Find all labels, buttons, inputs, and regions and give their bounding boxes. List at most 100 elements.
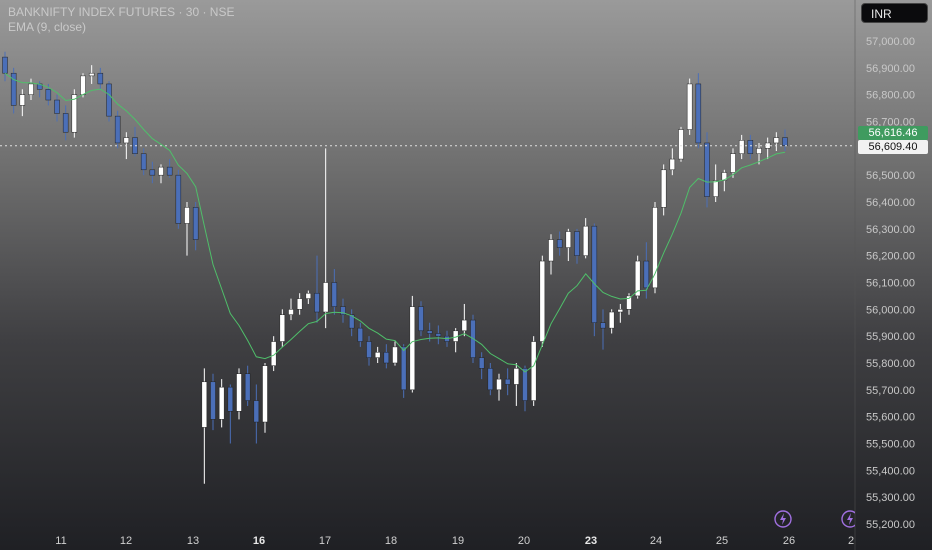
candle-body xyxy=(227,386,234,412)
candle-body xyxy=(409,306,416,391)
candle-body xyxy=(712,180,719,197)
candle-body xyxy=(747,140,754,154)
candle-body xyxy=(88,72,95,77)
time-tick-label: 2 xyxy=(848,535,854,547)
chart-legend: BANKNIFTY INDEX FUTURES · 30 · NSE EMA (… xyxy=(8,5,234,35)
candle-body xyxy=(192,207,199,240)
time-tick-label: 19 xyxy=(452,535,464,547)
price-tick-label: 56,800.00 xyxy=(866,90,915,102)
candle-body xyxy=(54,99,60,114)
candle-body xyxy=(184,207,190,224)
candle-body xyxy=(600,322,606,329)
candle-body xyxy=(340,306,346,315)
price-tick-label: 56,300.00 xyxy=(866,224,915,236)
candle-body xyxy=(314,292,320,313)
price-tick-label: 56,500.00 xyxy=(866,170,915,182)
price-tick-label: 55,300.00 xyxy=(866,492,915,504)
price-tick-label: 56,700.00 xyxy=(866,117,915,129)
candle-body xyxy=(652,207,658,289)
candle-body xyxy=(617,309,624,313)
candle-body xyxy=(626,295,632,310)
time-tick-label: 13 xyxy=(187,535,199,547)
price-tick-label: 55,700.00 xyxy=(866,385,915,397)
candle-body xyxy=(383,352,390,364)
candle-body xyxy=(140,153,147,171)
candle-body xyxy=(45,89,52,101)
candle-body xyxy=(539,260,546,342)
candle-body xyxy=(582,225,589,256)
candle-body xyxy=(374,352,381,358)
price-tick-label: 55,600.00 xyxy=(866,412,915,424)
candle-body xyxy=(721,172,728,181)
candle-body xyxy=(10,72,17,106)
candle-body xyxy=(218,386,225,420)
candle-body xyxy=(669,158,676,171)
time-tick-label: 23 xyxy=(585,535,597,547)
candle-body xyxy=(591,225,598,323)
lightning-icon-secondary[interactable] xyxy=(840,509,855,529)
candle-body xyxy=(357,327,364,342)
symbol-title[interactable]: BANKNIFTY INDEX FUTURES · 30 · NSE xyxy=(8,5,235,19)
time-tick-label: 17 xyxy=(319,535,331,547)
candle-body xyxy=(80,75,86,95)
candle-body xyxy=(643,260,650,289)
price-tick-label: 55,400.00 xyxy=(866,465,915,477)
candle-body xyxy=(435,333,442,337)
candle-body xyxy=(730,153,736,173)
candle-body xyxy=(756,148,762,154)
time-tick-label: 11 xyxy=(55,535,66,547)
candle-body xyxy=(522,368,528,401)
candle-body xyxy=(71,94,78,133)
candle-body xyxy=(418,306,424,332)
candle-body xyxy=(695,83,702,144)
price-tick-label: 55,500.00 xyxy=(866,439,915,451)
candle-body xyxy=(175,174,182,224)
time-tick-label: 16 xyxy=(253,535,265,547)
candle-body xyxy=(530,341,537,401)
candle-body xyxy=(262,365,268,423)
candle-body xyxy=(738,140,745,154)
candle-series xyxy=(2,51,788,484)
ema-line xyxy=(4,72,786,373)
price-tick-label: 56,100.00 xyxy=(866,278,915,290)
candle-body xyxy=(106,83,112,117)
candle-body xyxy=(19,94,26,106)
candle-body xyxy=(504,378,511,385)
time-tick-label: 18 xyxy=(385,535,397,547)
candle-body xyxy=(565,231,572,248)
price-tick-label: 57,000.00 xyxy=(866,36,915,48)
candle-body xyxy=(461,319,468,332)
candle-body xyxy=(348,314,355,329)
candle-body xyxy=(322,282,329,313)
candle-body xyxy=(686,83,693,130)
candle-body xyxy=(496,378,502,391)
candle-body xyxy=(782,137,788,146)
time-tick-label: 26 xyxy=(783,535,795,547)
candle-body xyxy=(608,311,615,329)
candle-body xyxy=(270,341,277,366)
time-tick-label: 24 xyxy=(650,535,662,547)
price-tick-label: 56,000.00 xyxy=(866,304,915,316)
candle-body xyxy=(513,368,520,385)
price-tick-label: 56,900.00 xyxy=(866,63,915,75)
candle-body xyxy=(487,368,494,391)
candle-body xyxy=(166,166,173,176)
time-tick-label: 25 xyxy=(716,535,728,547)
candle-body xyxy=(574,231,580,256)
candle-body xyxy=(253,400,260,423)
price-tick-label: 56,200.00 xyxy=(866,251,915,263)
candle-body xyxy=(210,381,216,420)
ema-indicator-label[interactable]: EMA (9, close) xyxy=(8,20,87,34)
candle-body xyxy=(366,341,372,358)
candle-body xyxy=(478,357,485,369)
ema-price-tag: 56,616.46 xyxy=(858,126,928,140)
time-tick-label: 12 xyxy=(120,535,132,547)
candle-body xyxy=(773,137,780,144)
candle-body xyxy=(97,72,104,85)
candle-body xyxy=(201,381,208,428)
candle-body xyxy=(288,309,294,315)
lightning-icon[interactable] xyxy=(773,509,793,529)
candle-body xyxy=(158,166,164,176)
currency-button[interactable]: INR xyxy=(861,3,928,23)
